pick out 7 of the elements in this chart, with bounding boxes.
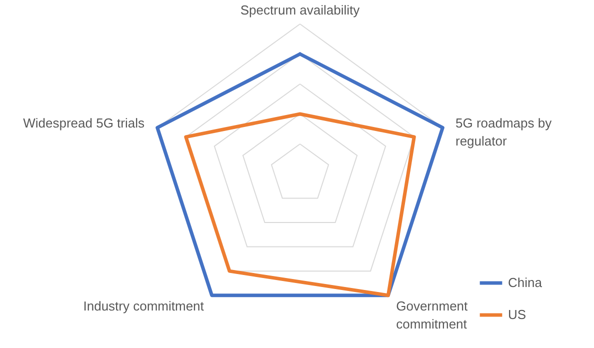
legend-label: US [508, 307, 526, 322]
spoke-label: 5G roadmaps by regulator [456, 115, 552, 148]
spoke-label: Spectrum availability [240, 2, 360, 18]
spoke-label: Industry commitment [83, 298, 204, 314]
legend-label: China [508, 275, 543, 290]
spoke-label: Widespread 5G trials [23, 115, 145, 130]
spoke-label: Government commitment [396, 298, 468, 332]
